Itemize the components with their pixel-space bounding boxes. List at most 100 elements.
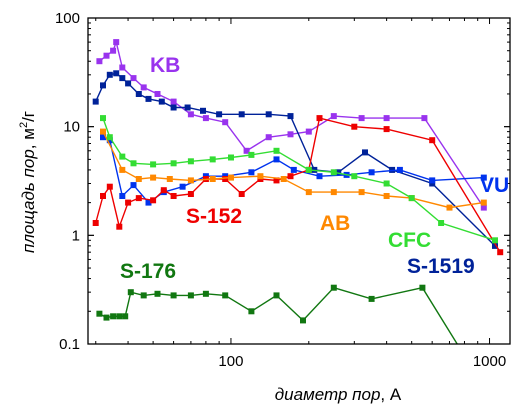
data-point-s176: [187, 292, 194, 299]
data-point-s152: [316, 115, 323, 122]
data-point-vu: [248, 169, 255, 176]
data-point-kb: [113, 39, 120, 46]
y-axis-title-unit: , м: [19, 128, 38, 149]
data-point-ab: [446, 204, 453, 211]
data-point-s176: [170, 292, 177, 299]
data-point-s152: [238, 191, 245, 197]
data-point-s152: [351, 123, 358, 130]
data-point-ab: [150, 174, 157, 181]
data-point-cfc: [383, 180, 390, 187]
y-tick-label: 0.1: [59, 336, 80, 353]
data-point-kb: [202, 115, 209, 122]
data-point-s176: [122, 313, 129, 320]
data-point-vu: [480, 174, 487, 181]
data-point-ab: [383, 193, 390, 199]
x-tick-label: 100: [218, 353, 243, 370]
data-point-ab: [358, 189, 365, 196]
data-point-kb: [265, 134, 272, 141]
data-point-ab: [480, 199, 487, 206]
data-point-kb: [96, 58, 103, 65]
data-point-cfc: [492, 237, 498, 244]
data-point-s152: [135, 195, 142, 202]
data-point-s1519: [492, 242, 498, 249]
data-point-s152: [187, 191, 194, 197]
y-tick-label: 10: [63, 119, 80, 136]
y-axis-title-sup: 2: [18, 122, 30, 128]
data-point-s176: [330, 284, 337, 291]
series-label-vu: VU: [480, 174, 509, 197]
series-label-cfc: CFC: [388, 229, 431, 252]
data-point-cfc: [150, 161, 157, 168]
data-point-s1519: [145, 95, 152, 102]
data-point-ab: [135, 176, 142, 182]
series-label-s176: S-176: [120, 260, 176, 283]
data-point-vu: [429, 177, 436, 184]
data-point-s152: [116, 223, 123, 230]
data-point-kb: [287, 131, 294, 138]
series-label-kb: KB: [150, 54, 180, 77]
data-point-cfc: [187, 158, 194, 165]
data-point-kb: [383, 115, 390, 122]
x-tick-label: 1000: [473, 353, 506, 370]
data-point-vu: [290, 166, 297, 173]
data-point-vu: [119, 193, 126, 199]
data-point-vu: [179, 183, 186, 190]
data-point-s176: [103, 314, 110, 321]
data-point-s1519: [92, 98, 99, 105]
data-point-cfc: [170, 160, 177, 167]
data-point-kb: [170, 98, 177, 105]
data-point-vu: [316, 173, 323, 180]
data-point-vu: [368, 169, 375, 176]
data-point-cfc: [106, 134, 113, 141]
data-point-s152: [170, 193, 177, 199]
data-point-s1519: [216, 111, 223, 118]
data-point-vu: [396, 166, 403, 173]
data-point-s1519: [287, 113, 294, 120]
data-point-ab: [209, 176, 216, 182]
data-point-cfc: [100, 115, 106, 122]
data-point-s1519: [362, 149, 368, 156]
data-point-kb: [330, 113, 337, 120]
data-point-s1519: [335, 169, 342, 176]
data-point-s152: [429, 137, 436, 144]
data-point-s1519: [125, 80, 132, 87]
data-point-s152: [160, 187, 167, 194]
y-tick-label: 1: [72, 227, 80, 244]
y-axis-title-tail: /г: [19, 111, 38, 122]
data-point-kb: [480, 204, 487, 211]
data-point-s176: [154, 290, 161, 297]
data-point-s1519: [429, 180, 436, 187]
x-axis-title-unit: , А: [380, 385, 401, 404]
data-point-s176: [116, 313, 123, 320]
data-point-kb: [222, 119, 229, 126]
series-layer: [92, 39, 504, 344]
data-point-kb: [130, 75, 137, 82]
data-point-s1519: [238, 111, 245, 118]
data-point-ab: [330, 189, 337, 196]
data-point-s176: [300, 317, 306, 324]
y-tick-label: 100: [55, 10, 80, 27]
data-point-kb: [358, 115, 365, 122]
data-point-kb: [110, 47, 117, 54]
data-point-s1519: [100, 82, 106, 89]
data-point-s1519: [184, 104, 191, 111]
data-point-s1519: [135, 91, 142, 97]
data-point-s152: [150, 197, 157, 204]
data-point-vu: [273, 156, 280, 163]
data-point-cfc: [228, 154, 234, 161]
data-point-ab: [187, 177, 194, 184]
data-point-s152: [497, 249, 504, 256]
data-point-ab: [119, 166, 126, 173]
series-line-s152: [95, 117, 501, 253]
series-label-ab: AB: [320, 212, 350, 235]
series-line-s1519: [95, 72, 496, 247]
data-point-s152: [100, 193, 106, 199]
data-point-s152: [222, 176, 229, 182]
data-point-kb: [154, 91, 161, 97]
data-point-cfc: [438, 220, 445, 226]
plot-frame: [87, 17, 511, 345]
data-point-kb: [305, 128, 312, 135]
data-point-cfc: [351, 173, 358, 180]
data-point-ab: [100, 128, 106, 135]
data-point-kb: [119, 64, 126, 71]
